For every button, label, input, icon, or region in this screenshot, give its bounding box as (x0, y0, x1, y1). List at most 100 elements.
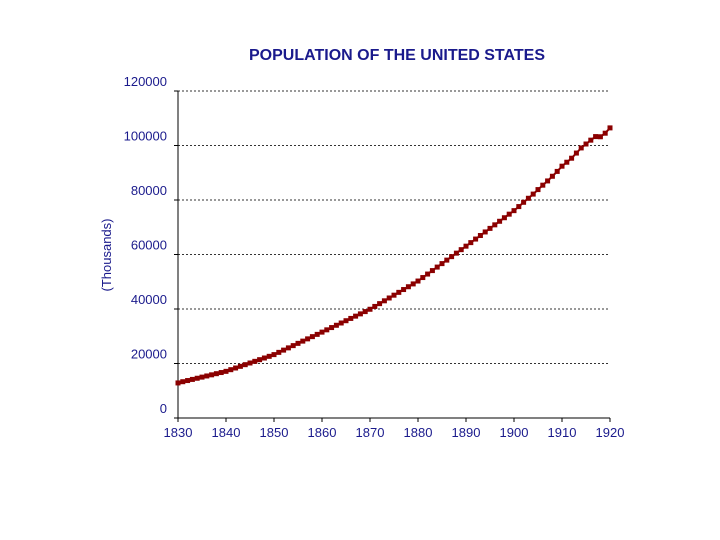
data-point (391, 292, 397, 298)
data-point (357, 311, 363, 317)
data-point (535, 187, 541, 193)
data-point (319, 329, 325, 335)
data-point (564, 159, 570, 165)
data-point (482, 229, 488, 235)
data-point (458, 247, 464, 253)
tick-labels: 0 20000 40000 60000 80000 100000 120000 1830 184… (124, 74, 625, 440)
data-point (573, 150, 579, 156)
data-point (506, 211, 512, 217)
data-point (290, 343, 296, 349)
data-point (597, 134, 603, 140)
data-point (583, 141, 589, 147)
data-point (285, 345, 291, 351)
data-point (199, 374, 205, 380)
data-point (228, 367, 234, 373)
x-tick-label-1: 1840 (212, 425, 241, 440)
data-point (305, 336, 311, 342)
y-axis-title: (Thousands) (99, 219, 114, 292)
data-point (381, 298, 387, 304)
data-point (453, 250, 459, 256)
data-point (213, 371, 219, 377)
data-point (252, 358, 258, 364)
data-point (175, 380, 181, 386)
data-point (545, 178, 551, 184)
y-tick-label-2: 40000 (131, 292, 167, 307)
x-tick-label-4: 1870 (356, 425, 385, 440)
data-point (593, 134, 599, 140)
data-point (473, 236, 479, 242)
data-point (410, 281, 416, 287)
data-point (497, 218, 503, 224)
data-point (429, 268, 435, 274)
data-point (189, 376, 195, 382)
y-tick-label-4: 80000 (131, 183, 167, 198)
data-point (549, 173, 555, 179)
series-line (177, 127, 611, 384)
data-point (434, 264, 440, 270)
data-point (194, 375, 200, 381)
data-point (348, 315, 354, 321)
data-point (401, 287, 407, 293)
data-point (386, 295, 392, 301)
axes-layer (174, 90, 611, 422)
x-tick-label-3: 1860 (308, 425, 337, 440)
data-point (266, 353, 272, 359)
data-point (521, 199, 527, 205)
x-tick-label-6: 1890 (452, 425, 481, 440)
data-point (405, 284, 411, 290)
data-point (242, 362, 248, 368)
data-point (338, 320, 344, 326)
y-tick-label-0: 0 (160, 401, 167, 416)
series-layer (175, 125, 613, 386)
data-point (425, 271, 431, 277)
data-point (559, 163, 565, 169)
data-point (396, 289, 402, 295)
data-point (281, 347, 287, 353)
data-point (525, 195, 531, 201)
data-point (233, 365, 239, 371)
x-tick-label-8: 1910 (548, 425, 577, 440)
data-point (530, 191, 536, 197)
data-point (314, 331, 320, 337)
y-tick-label-5: 100000 (124, 129, 167, 144)
data-point (602, 130, 608, 136)
data-point (257, 357, 263, 363)
data-point (185, 378, 191, 384)
data-point (247, 360, 253, 366)
x-tick-label-9: 1920 (596, 425, 625, 440)
data-point (377, 301, 383, 307)
data-point (540, 182, 546, 188)
x-tick-label-2: 1850 (260, 425, 289, 440)
data-point (372, 303, 378, 309)
data-point (578, 145, 584, 151)
data-point (362, 309, 368, 315)
x-tick-label-7: 1900 (500, 425, 529, 440)
data-point (487, 225, 493, 231)
data-point (492, 222, 498, 228)
data-point (367, 306, 373, 312)
data-point (237, 363, 243, 369)
data-point (309, 334, 315, 340)
data-point (295, 340, 301, 346)
data-point (588, 137, 594, 143)
data-point (420, 275, 426, 281)
data-point (223, 368, 229, 374)
x-tick-label-0: 1830 (164, 425, 193, 440)
grid-layer (178, 90, 610, 364)
data-point (261, 355, 267, 361)
data-point (204, 373, 210, 379)
data-point (276, 349, 282, 355)
y-tick-label-1: 20000 (131, 347, 167, 362)
data-point (463, 243, 469, 249)
data-point (271, 352, 277, 358)
chart-title: POPULATION OF THE UNITED STATES (249, 47, 545, 64)
data-point (300, 338, 306, 344)
y-tick-label-3: 60000 (131, 238, 167, 253)
data-point (444, 257, 450, 263)
data-point (333, 322, 339, 328)
data-point (329, 325, 335, 331)
data-point (209, 372, 215, 378)
data-point (324, 327, 330, 333)
data-point (554, 168, 560, 174)
